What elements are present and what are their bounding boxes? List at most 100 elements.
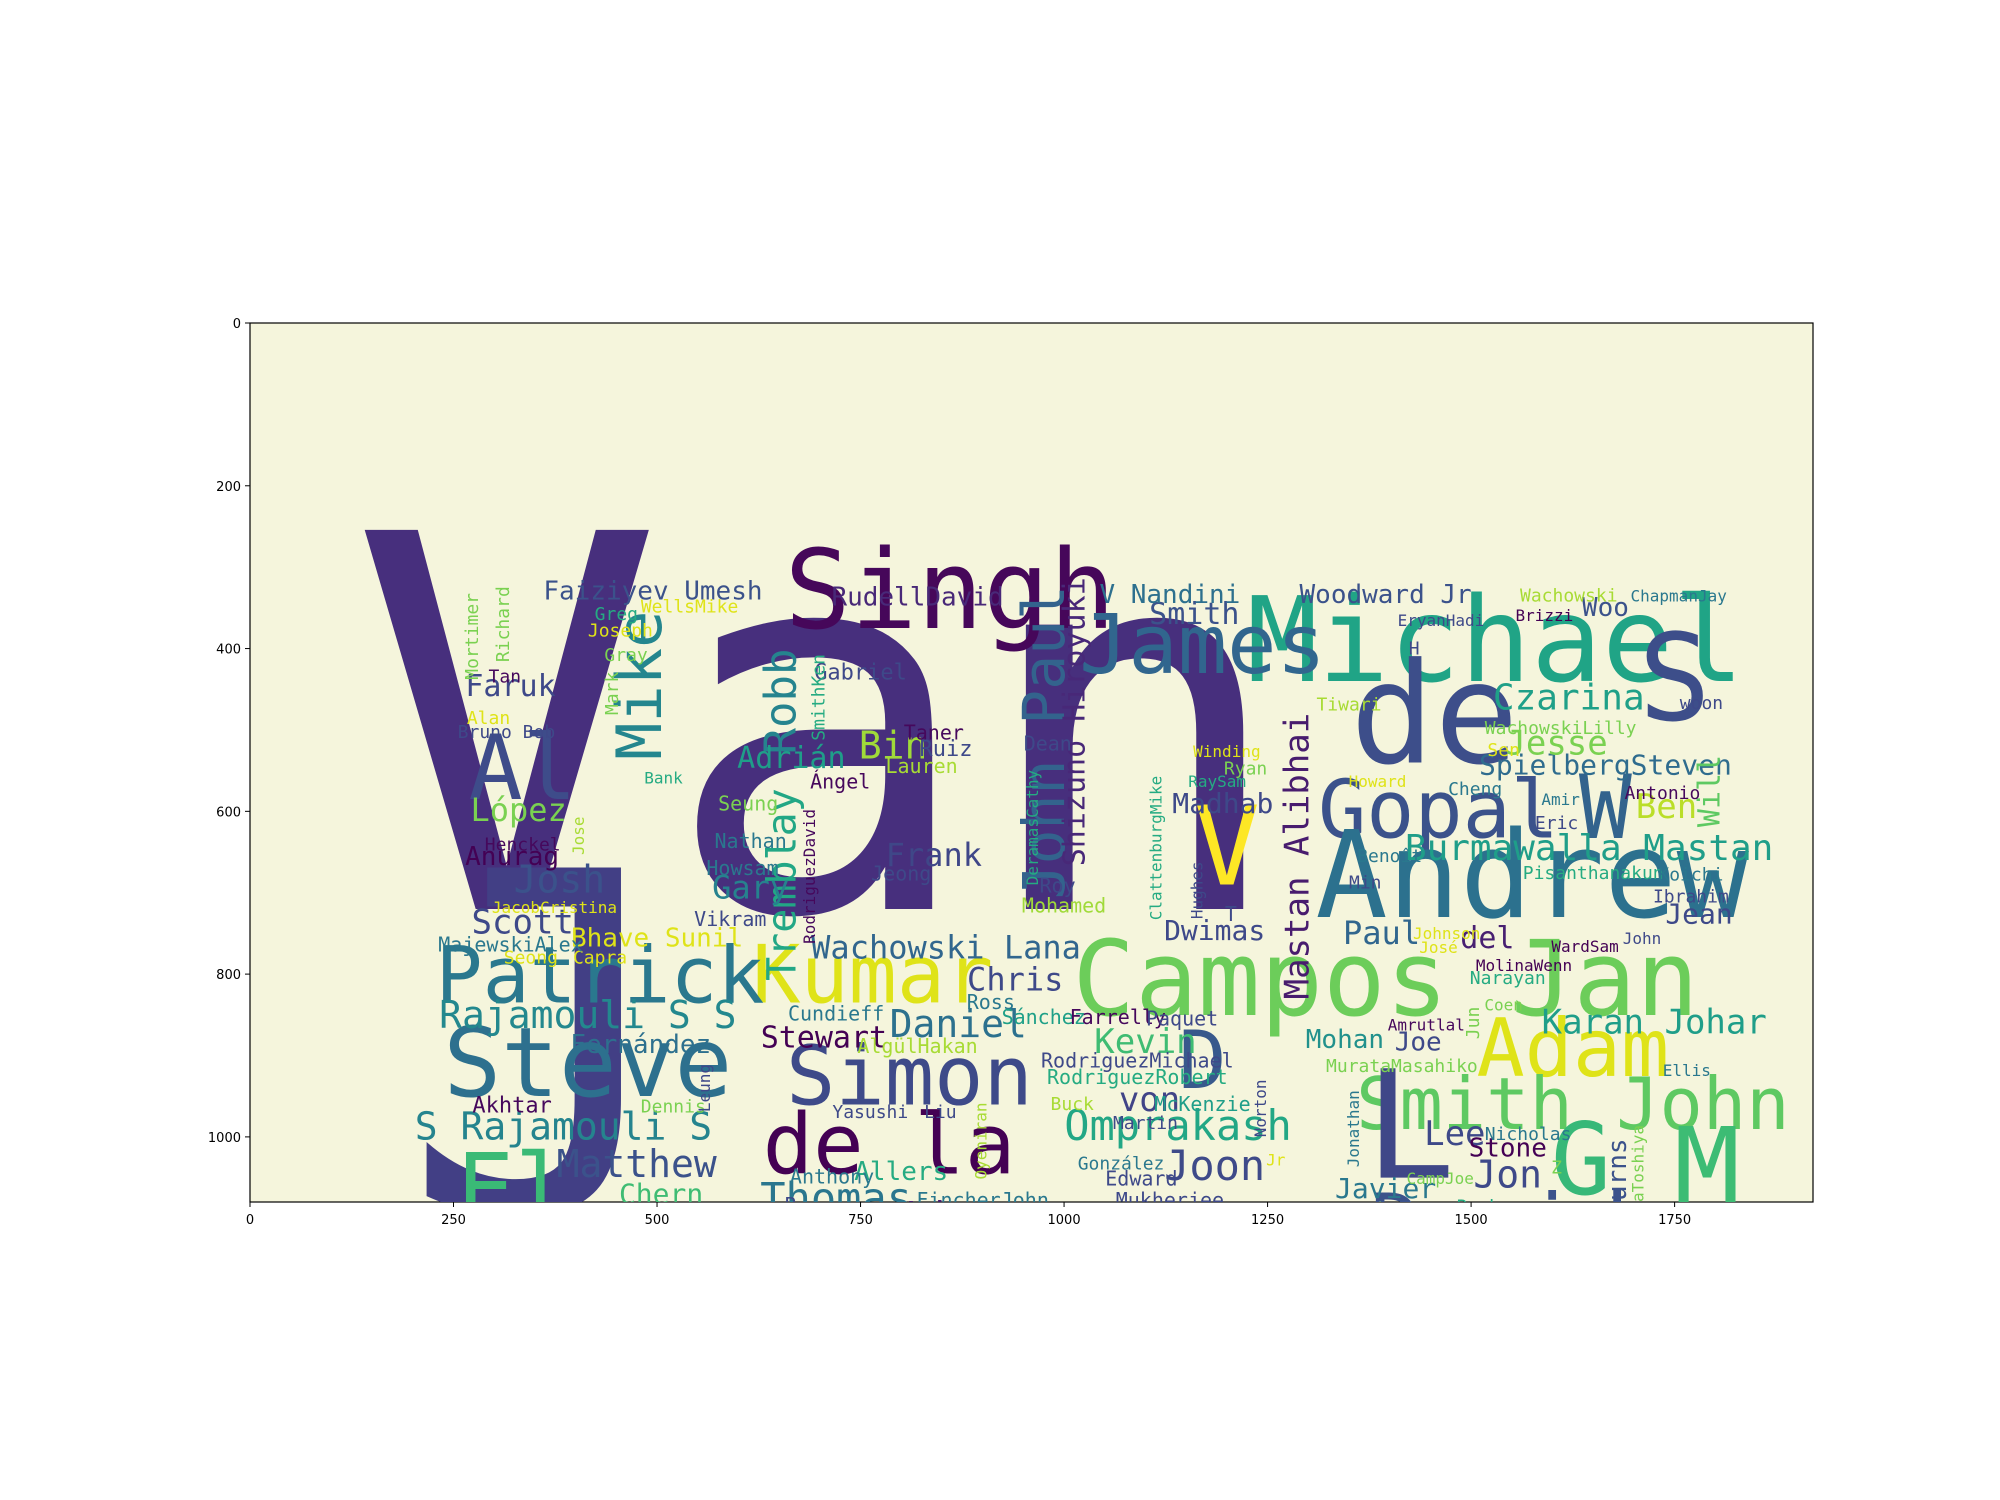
- cloud-word: Norton: [1251, 1080, 1270, 1138]
- cloud-word: P: [1647, 1241, 1657, 1260]
- cloud-word: CampJoe: [1406, 1169, 1473, 1188]
- cloud-word: Gray: [604, 645, 648, 666]
- cloud-word: Daniel: [890, 1002, 1027, 1046]
- y-tick-label: 800: [216, 968, 241, 983]
- cloud-word: Kevin: [1094, 1022, 1196, 1062]
- cloud-word: Capra: [573, 948, 627, 969]
- cloud-word: Faruk: [465, 669, 555, 704]
- cloud-word: Henckel: [485, 834, 561, 855]
- cloud-word: MolinaWenn: [1476, 956, 1572, 975]
- y-axis: 0 200 400 600 800 1000: [208, 317, 250, 1146]
- cloud-word: U: [989, 1186, 1236, 1500]
- cloud-word: ho: [457, 1230, 498, 1270]
- cloud-word: Hughes: [1187, 861, 1206, 919]
- cloud-word: Johnson: [1413, 924, 1480, 943]
- cloud-word: H: [1409, 638, 1420, 659]
- cloud-word: Michael: [1247, 571, 1744, 709]
- cloud-word: RudellDavid: [831, 582, 1003, 612]
- cloud-word: El: [457, 1133, 573, 1245]
- cloud-word: Stewart: [761, 1020, 887, 1055]
- cloud-word: López: [470, 791, 566, 829]
- cloud-word: MajewskiAlex: [438, 932, 583, 956]
- cloud-word: John: [1623, 929, 1662, 948]
- y-tick-label: 200: [216, 480, 241, 495]
- cloud-word: Wachowski Lana: [811, 929, 1081, 967]
- cloud-word: Alibhai Burmawalla: [1005, 1246, 1742, 1325]
- cloud-word: Liu: [924, 1102, 957, 1123]
- cloud-word: David: [1370, 1176, 1629, 1276]
- cloud-word: Winding: [1193, 742, 1260, 761]
- cloud-word: Karan Johar: [1542, 1003, 1767, 1043]
- cloud-word: SpielbergSteven: [1479, 749, 1732, 782]
- cloud-word: V Nandini: [1099, 580, 1240, 610]
- cloud-word: Ruiz: [920, 737, 973, 762]
- cloud-word: del: [1460, 921, 1514, 956]
- cloud-word: L: [1365, 1040, 1455, 1214]
- cloud-word: Pisanthanakun: [1523, 863, 1664, 884]
- cloud-word: Singh: [785, 526, 1116, 654]
- cloud-word: los: [1308, 1261, 1341, 1282]
- cloud-word: Jesse: [1505, 723, 1607, 763]
- cloud-word: Lee: [1424, 1114, 1485, 1154]
- cloud-word: NortonConrad: [832, 1249, 962, 1270]
- cloud-word: Chris: [967, 960, 1063, 998]
- cloud-word: W: [1579, 756, 1632, 859]
- cloud-word: Burns: [1603, 1138, 1633, 1216]
- cloud-word: Matthew: [557, 1142, 717, 1186]
- cloud-word: D: [1178, 1014, 1226, 1107]
- cloud-word: Mohamed: [1022, 893, 1106, 917]
- x-tick-label: 1000: [1048, 1213, 1081, 1228]
- cloud-word: Seung: [718, 792, 778, 816]
- cloud-word: Tan: [489, 667, 522, 688]
- cloud-word: O: [609, 1268, 621, 1292]
- cloud-word: Omprakash: [1064, 1101, 1292, 1150]
- cloud-word: Gary: [712, 868, 789, 906]
- cloud-word: Mortimer: [462, 593, 483, 680]
- cloud-word: Bin: [859, 723, 928, 767]
- cloud-word: Liang: [905, 1194, 1019, 1238]
- x-tick-label: 1750: [1658, 1213, 1691, 1228]
- cloud-word: Robb: [755, 648, 806, 754]
- cloud-word: Narayan: [1470, 968, 1546, 989]
- cloud-word: Lauren: [885, 754, 957, 778]
- cloud-word: Min: [1349, 873, 1382, 894]
- cloud-word: de: [1350, 634, 1519, 797]
- cloud-word: Ibrahim: [1653, 886, 1729, 907]
- cloud-word: Frank: [886, 836, 982, 874]
- x-tick-label: 1250: [1251, 1213, 1284, 1228]
- cloud-word: Paul: [482, 1253, 588, 1304]
- cloud-word: FincherJohn: [916, 1188, 1048, 1212]
- cloud-word: DeramasCathy: [1023, 769, 1042, 885]
- cloud-word: Ellis: [1663, 1061, 1711, 1080]
- cloud-word: de la: [763, 1096, 1016, 1194]
- cloud-word: Farrelly: [1070, 1005, 1166, 1029]
- cloud-word: Burmawalla Mastan: [1405, 828, 1773, 869]
- cloud-word: Joe: [1395, 1028, 1442, 1058]
- cloud-word: Ángel: [810, 770, 870, 794]
- cloud-word: Allain: [515, 1215, 580, 1236]
- cloud-word: Tremblay: [594, 1249, 825, 1305]
- cloud-word: Bruno Bob: [458, 722, 556, 743]
- y-tick-label: 1000: [208, 1131, 241, 1146]
- x-tick-label: 500: [645, 1213, 670, 1228]
- cloud-word: Joon: [1164, 1141, 1265, 1190]
- cloud-word: John Paul: [1010, 585, 1078, 899]
- cloud-word: ChapmanJay: [1631, 586, 1728, 605]
- cloud-word: José: [1419, 938, 1458, 957]
- cloud-word: Amir: [1541, 790, 1580, 809]
- cloud-word: Will: [1692, 755, 1727, 827]
- cloud-word: Woodward Jr: [1300, 580, 1472, 610]
- cloud-word: Mohan: [1306, 1025, 1384, 1055]
- cloud-word: Jonathan: [1344, 1090, 1363, 1167]
- cloud-word: Smith: [1149, 597, 1239, 632]
- cloud-word: Howard: [1349, 772, 1407, 791]
- cloud-word: Vikram: [694, 907, 766, 931]
- cloud-word: Coen: [1484, 996, 1523, 1015]
- cloud-word: WachowskiLilly: [1485, 718, 1637, 739]
- cloud-word: Taner: [904, 721, 964, 745]
- cloud-word: Martin: [1113, 1113, 1178, 1134]
- cloud-word: Anthony: [790, 1164, 874, 1188]
- cloud-word: Eric: [1535, 813, 1578, 834]
- cloud-word: RodriguezDavid: [800, 809, 819, 944]
